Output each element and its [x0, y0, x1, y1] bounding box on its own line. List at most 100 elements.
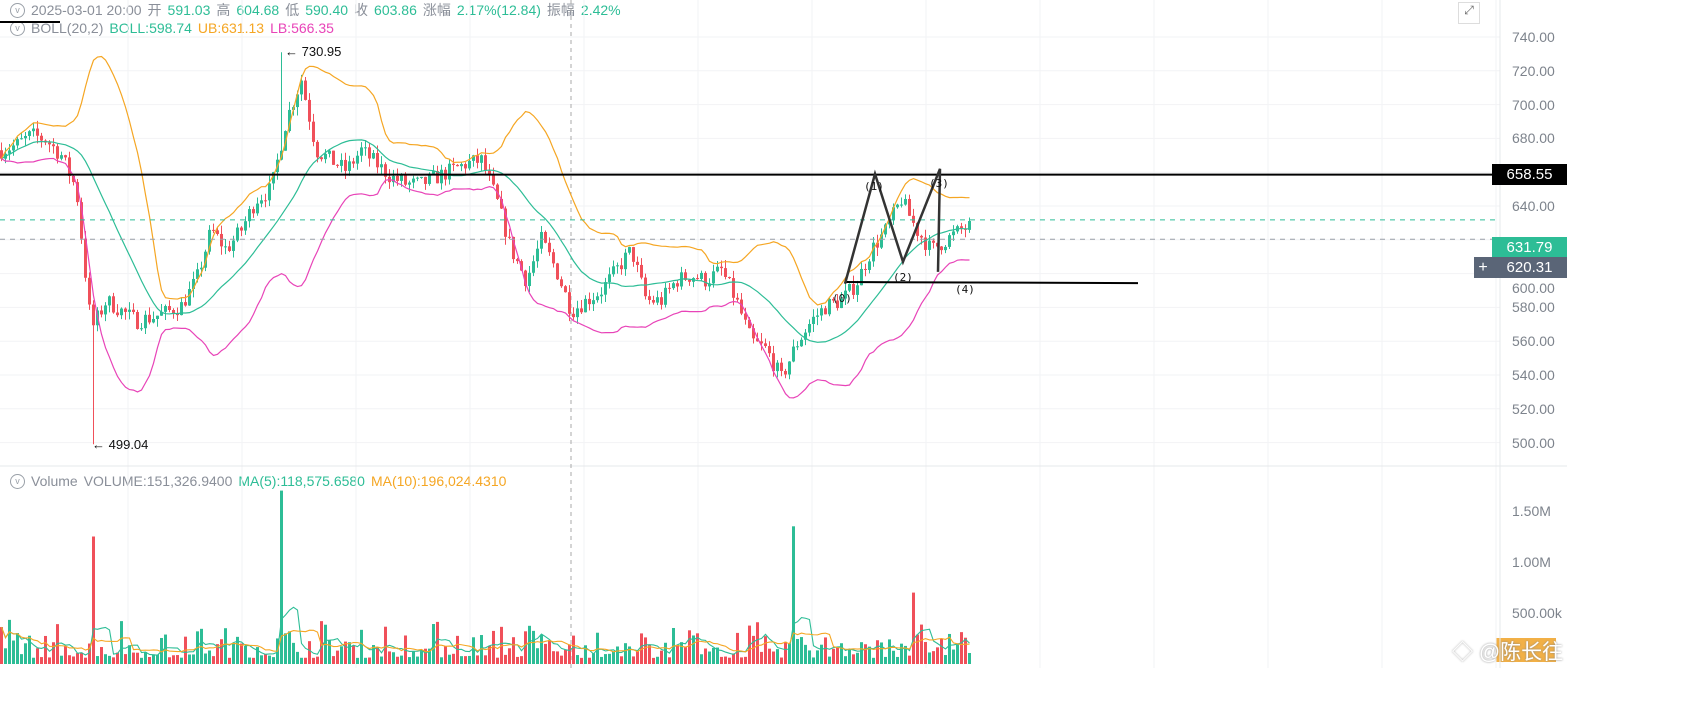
candle-body — [48, 142, 51, 145]
candle-body — [492, 174, 495, 185]
volume-bar — [164, 634, 167, 664]
volume-bar — [924, 642, 927, 664]
candle-body — [468, 160, 471, 169]
collapse-icon[interactable]: v — [10, 2, 25, 18]
volume-bar — [308, 641, 311, 664]
candle-body — [476, 155, 479, 163]
change-value: 2.17%(12.84) — [456, 2, 541, 18]
volume-bar — [44, 635, 47, 664]
volume-bar — [116, 652, 119, 664]
candle-body — [112, 296, 115, 313]
amp-value: 2.42% — [580, 2, 621, 18]
candle-body — [520, 261, 523, 271]
candle-body — [356, 155, 359, 164]
candle-body — [160, 311, 163, 316]
candle-body — [128, 309, 131, 312]
volume-bar — [448, 654, 451, 664]
wave-label-3: (3) — [929, 177, 949, 190]
candle-body — [748, 319, 751, 329]
candle-body — [412, 178, 415, 183]
candle-body — [116, 312, 119, 316]
candle-body — [744, 313, 747, 320]
candle-body — [308, 99, 311, 122]
volume-bar — [680, 642, 683, 664]
candle-body — [544, 231, 547, 243]
volume-bar — [800, 637, 803, 664]
crosshair-plus-icon[interactable]: + — [1474, 257, 1492, 278]
candle-body — [404, 175, 407, 185]
fullscreen-icon[interactable]: ⤢ — [1458, 2, 1480, 24]
candle-body — [556, 263, 559, 280]
candle-body — [136, 312, 139, 329]
candle-body — [628, 247, 631, 253]
volume-bar — [172, 655, 175, 664]
volume-bar — [352, 645, 355, 664]
candle-body — [696, 278, 699, 280]
volume-bar — [320, 621, 323, 664]
volume-bar — [400, 655, 403, 664]
volume-bar — [836, 647, 839, 664]
volume-bar — [628, 646, 631, 664]
candle-body — [64, 155, 67, 158]
candle-body — [724, 268, 727, 277]
high-value: 604.68 — [236, 2, 280, 18]
candle-body — [588, 298, 591, 305]
datetime: 2025-03-01 20:00 — [31, 2, 142, 18]
candle-body — [568, 292, 571, 314]
volume-bar — [560, 655, 563, 664]
volume-bar — [568, 644, 571, 664]
volume-bar — [92, 536, 95, 664]
candle-body — [640, 264, 643, 278]
volume-bar — [692, 635, 695, 664]
volume-bar — [412, 651, 415, 664]
boll-name[interactable]: BOLL(20,2) — [31, 20, 104, 36]
candle-body — [700, 272, 703, 279]
volume-bar — [952, 649, 955, 664]
volume-bar — [444, 646, 447, 664]
volume-bar — [704, 648, 707, 664]
volume-bar — [732, 653, 735, 664]
candle-body — [736, 297, 739, 300]
candle-body — [548, 242, 551, 253]
volume-bar — [776, 649, 779, 664]
volume-bar — [460, 656, 463, 664]
volume-bar — [388, 651, 391, 664]
volume-bar — [552, 651, 555, 664]
candle-body — [380, 164, 383, 168]
watermark: ◇ @陈长往 — [1452, 636, 1563, 666]
boll-lower-line — [1, 157, 970, 399]
volume-bar — [104, 654, 107, 664]
collapse-icon[interactable]: v — [10, 473, 25, 489]
candle-body — [712, 271, 715, 284]
candle-body — [656, 297, 659, 303]
volume-bar — [928, 652, 931, 664]
candle-body — [0, 150, 3, 159]
volume-bar — [256, 647, 259, 664]
volume-axis-label: 500.00k — [1512, 605, 1562, 621]
volume-bar — [864, 644, 867, 664]
volume-bar — [584, 645, 587, 664]
candle-body — [376, 153, 379, 168]
candle-body — [344, 159, 347, 171]
candle-body — [300, 80, 303, 95]
volume-bar — [536, 648, 539, 664]
volume-bar — [440, 657, 443, 664]
candle-body — [264, 200, 267, 202]
candle-body — [432, 171, 435, 174]
candle-body — [848, 283, 851, 291]
volume-bar — [156, 654, 159, 664]
ohlc-legend: v 2025-03-01 20:00 开 591.03 高 604.68 低 590.… — [10, 0, 621, 20]
volume-bar — [396, 656, 399, 664]
volume-bar — [700, 654, 703, 664]
candle-body — [152, 318, 155, 323]
volume-bar — [4, 648, 7, 664]
candle-body — [576, 308, 579, 318]
volume-bar — [52, 642, 55, 664]
candle-body — [16, 139, 19, 146]
volume-bar — [948, 633, 951, 664]
candle-body — [840, 298, 843, 309]
volume-bar — [656, 656, 659, 664]
volume-bar — [108, 655, 111, 664]
volume-bar — [576, 655, 579, 664]
